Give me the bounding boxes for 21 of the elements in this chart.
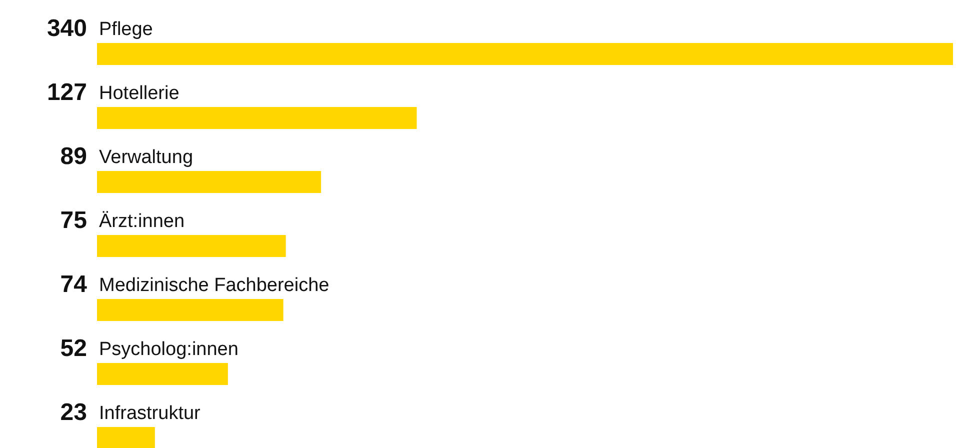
y-tick-label: Verwaltung — [99, 147, 194, 168]
y-tick-label: Medizinische Fachbereiche — [99, 275, 330, 296]
y-tick-label: Infrastruktur — [99, 403, 202, 424]
data-label: 89 — [60, 143, 87, 170]
data-label: 74 — [60, 271, 88, 298]
bar — [97, 171, 322, 193]
data-label: 52 — [60, 335, 87, 362]
y-tick-label: Pflege — [99, 19, 153, 40]
bar — [97, 235, 286, 257]
y-tick-label: Psycholog:innen — [99, 339, 238, 360]
bar — [97, 107, 417, 129]
data-label: 75 — [60, 207, 87, 234]
data-label: 23 — [60, 399, 87, 426]
y-tick-label: Hotellerie — [99, 83, 180, 104]
bar — [97, 299, 284, 321]
bar — [97, 427, 155, 448]
bar — [97, 363, 228, 385]
bar — [97, 43, 953, 65]
y-tick-label: Ärzt:innen — [99, 211, 185, 232]
data-label: 127 — [46, 79, 87, 106]
data-label: 340 — [46, 15, 87, 42]
